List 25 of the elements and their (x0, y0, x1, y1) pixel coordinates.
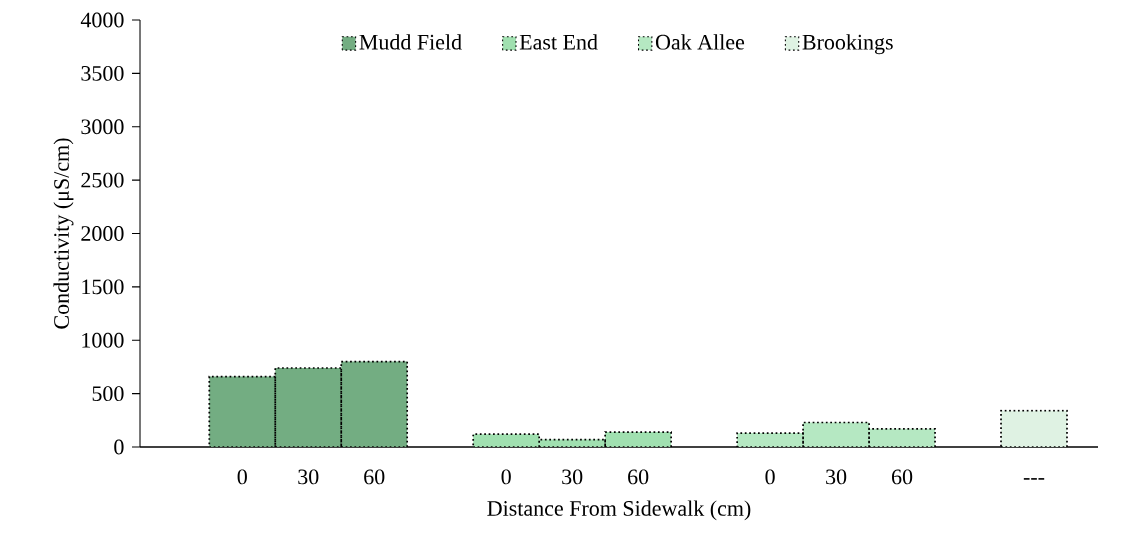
y-tick-label: 3500 (81, 65, 124, 81)
legend-label: Oak Allee (655, 34, 745, 50)
y-tick-label: 4000 (80, 12, 124, 28)
x-tick-label: 30 (826, 469, 847, 485)
y-tick-label: 0 (114, 439, 124, 455)
x-tick-label: 30 (562, 469, 583, 485)
y-tick-label: 1000 (82, 332, 124, 348)
x-tick-label: 60 (628, 469, 649, 485)
x-tick-label: --- (1023, 478, 1045, 480)
legend-label: East End (519, 34, 598, 50)
x-tick-label: 0 (765, 469, 775, 485)
x-tick-label: 60 (891, 469, 913, 485)
y-tick-label: 500 (92, 386, 124, 402)
y-axis-title: Conductivity (μS/cm) (53, 138, 74, 329)
x-tick-label: 30 (298, 469, 319, 485)
y-tick-label: 3000 (81, 119, 124, 135)
x-axis-title: Distance From Sidewalk (cm) (487, 500, 751, 521)
legend-label: Mudd Field (359, 34, 462, 50)
legend-label: Brookings (802, 34, 893, 55)
x-tick-label: 60 (364, 469, 385, 485)
y-tick-label: 1500 (82, 279, 124, 295)
x-tick-label: 0 (237, 469, 247, 485)
y-tick-label: 2000 (81, 226, 124, 241)
y-tick-label: 2500 (81, 172, 124, 188)
x-tick-label: 0 (501, 469, 511, 485)
